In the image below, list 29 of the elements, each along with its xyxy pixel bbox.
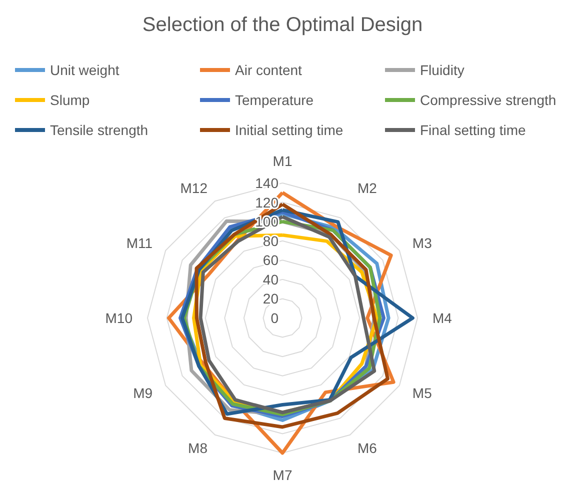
spoke-label: M1 — [272, 153, 292, 169]
spoke-label: M10 — [105, 310, 133, 326]
legend-label: Temperature — [235, 92, 314, 108]
spoke-label: M6 — [358, 440, 378, 456]
legend-label: Air content — [235, 62, 302, 78]
legend-label: Initial setting time — [235, 122, 344, 138]
spoke-label: M8 — [188, 440, 208, 456]
y-tick-label: 140 — [255, 175, 279, 191]
spoke-label: M2 — [358, 180, 378, 196]
legend-label: Final setting time — [420, 122, 526, 138]
spoke-label: M9 — [133, 385, 153, 401]
legend-label: Tensile strength — [50, 122, 148, 138]
y-tick-label: 80 — [262, 232, 279, 249]
y-tick-label: 40 — [262, 271, 279, 288]
legend-label: Unit weight — [50, 62, 120, 78]
y-tick-label: 100 — [255, 214, 279, 230]
y-tick-label: 20 — [262, 290, 279, 307]
spoke-label: M12 — [180, 180, 208, 196]
spoke-label: M3 — [412, 235, 432, 251]
spoke-label: M7 — [272, 467, 292, 483]
legend-label: Slump — [50, 92, 90, 108]
chart-title: Selection of the Optimal Design — [142, 14, 423, 36]
y-tick-label: 0 — [270, 310, 279, 326]
y-tick-label: 60 — [262, 252, 279, 268]
legend-label: Compressive strength — [420, 92, 556, 108]
legend-label: Fluidity — [420, 62, 464, 78]
spoke-label: M11 — [126, 235, 153, 251]
spoke-label: M4 — [432, 310, 452, 326]
spoke-label: M5 — [412, 385, 432, 401]
